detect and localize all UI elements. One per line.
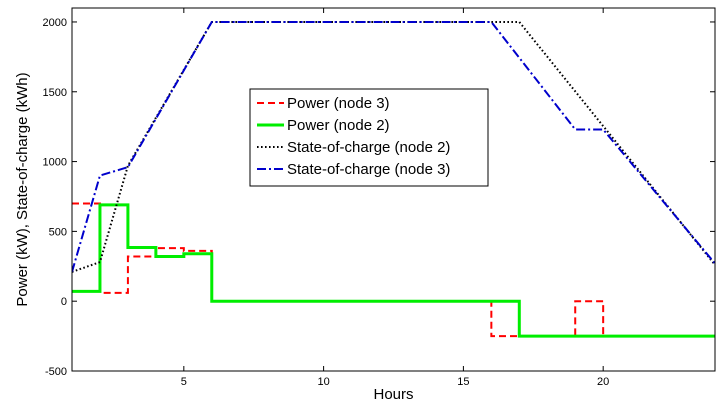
legend: Power (node 3) Power (node 2) State-of-cha… — [249, 88, 489, 187]
y-tick-label: 0 — [61, 296, 67, 308]
plot-series — [72, 20, 715, 338]
x-tick-label: 15 — [457, 376, 469, 388]
y-tick-label: 500 — [49, 226, 67, 238]
y-tick-label: 1000 — [43, 157, 67, 169]
plot-frame — [71, 7, 716, 372]
legend-label-4: State-of-charge (node 3) — [287, 161, 450, 178]
legend-label-1: Power (node 3) — [287, 95, 390, 112]
legend-label-3: State-of-charge (node 2) — [287, 139, 450, 156]
legend-label-2: Power (node 2) — [287, 117, 390, 134]
y-tick-label: 2000 — [43, 17, 67, 29]
axis-ticks: 5 10 15 20 -500 0 500 1000 1500 2000 — [43, 8, 715, 388]
plot-background — [72, 8, 715, 371]
series-line-1 — [72, 202, 715, 338]
plot-axes — [72, 8, 715, 371]
x-tick-label: 20 — [597, 376, 609, 388]
series-line-3 — [72, 20, 715, 273]
x-tick-label: 5 — [181, 376, 187, 388]
x-axis-title: Hours — [373, 386, 413, 403]
series-line-2 — [72, 203, 715, 338]
y-tick-label: -500 — [45, 366, 67, 378]
plot-frame-box — [71, 7, 716, 372]
x-tick-label: 10 — [317, 376, 329, 388]
y-axis-title: Power (kW), State-of-charge (kWh) — [14, 72, 31, 306]
y-tick-label: 1500 — [43, 87, 67, 99]
series-line-4 — [72, 20, 715, 273]
legend-box — [249, 88, 489, 187]
